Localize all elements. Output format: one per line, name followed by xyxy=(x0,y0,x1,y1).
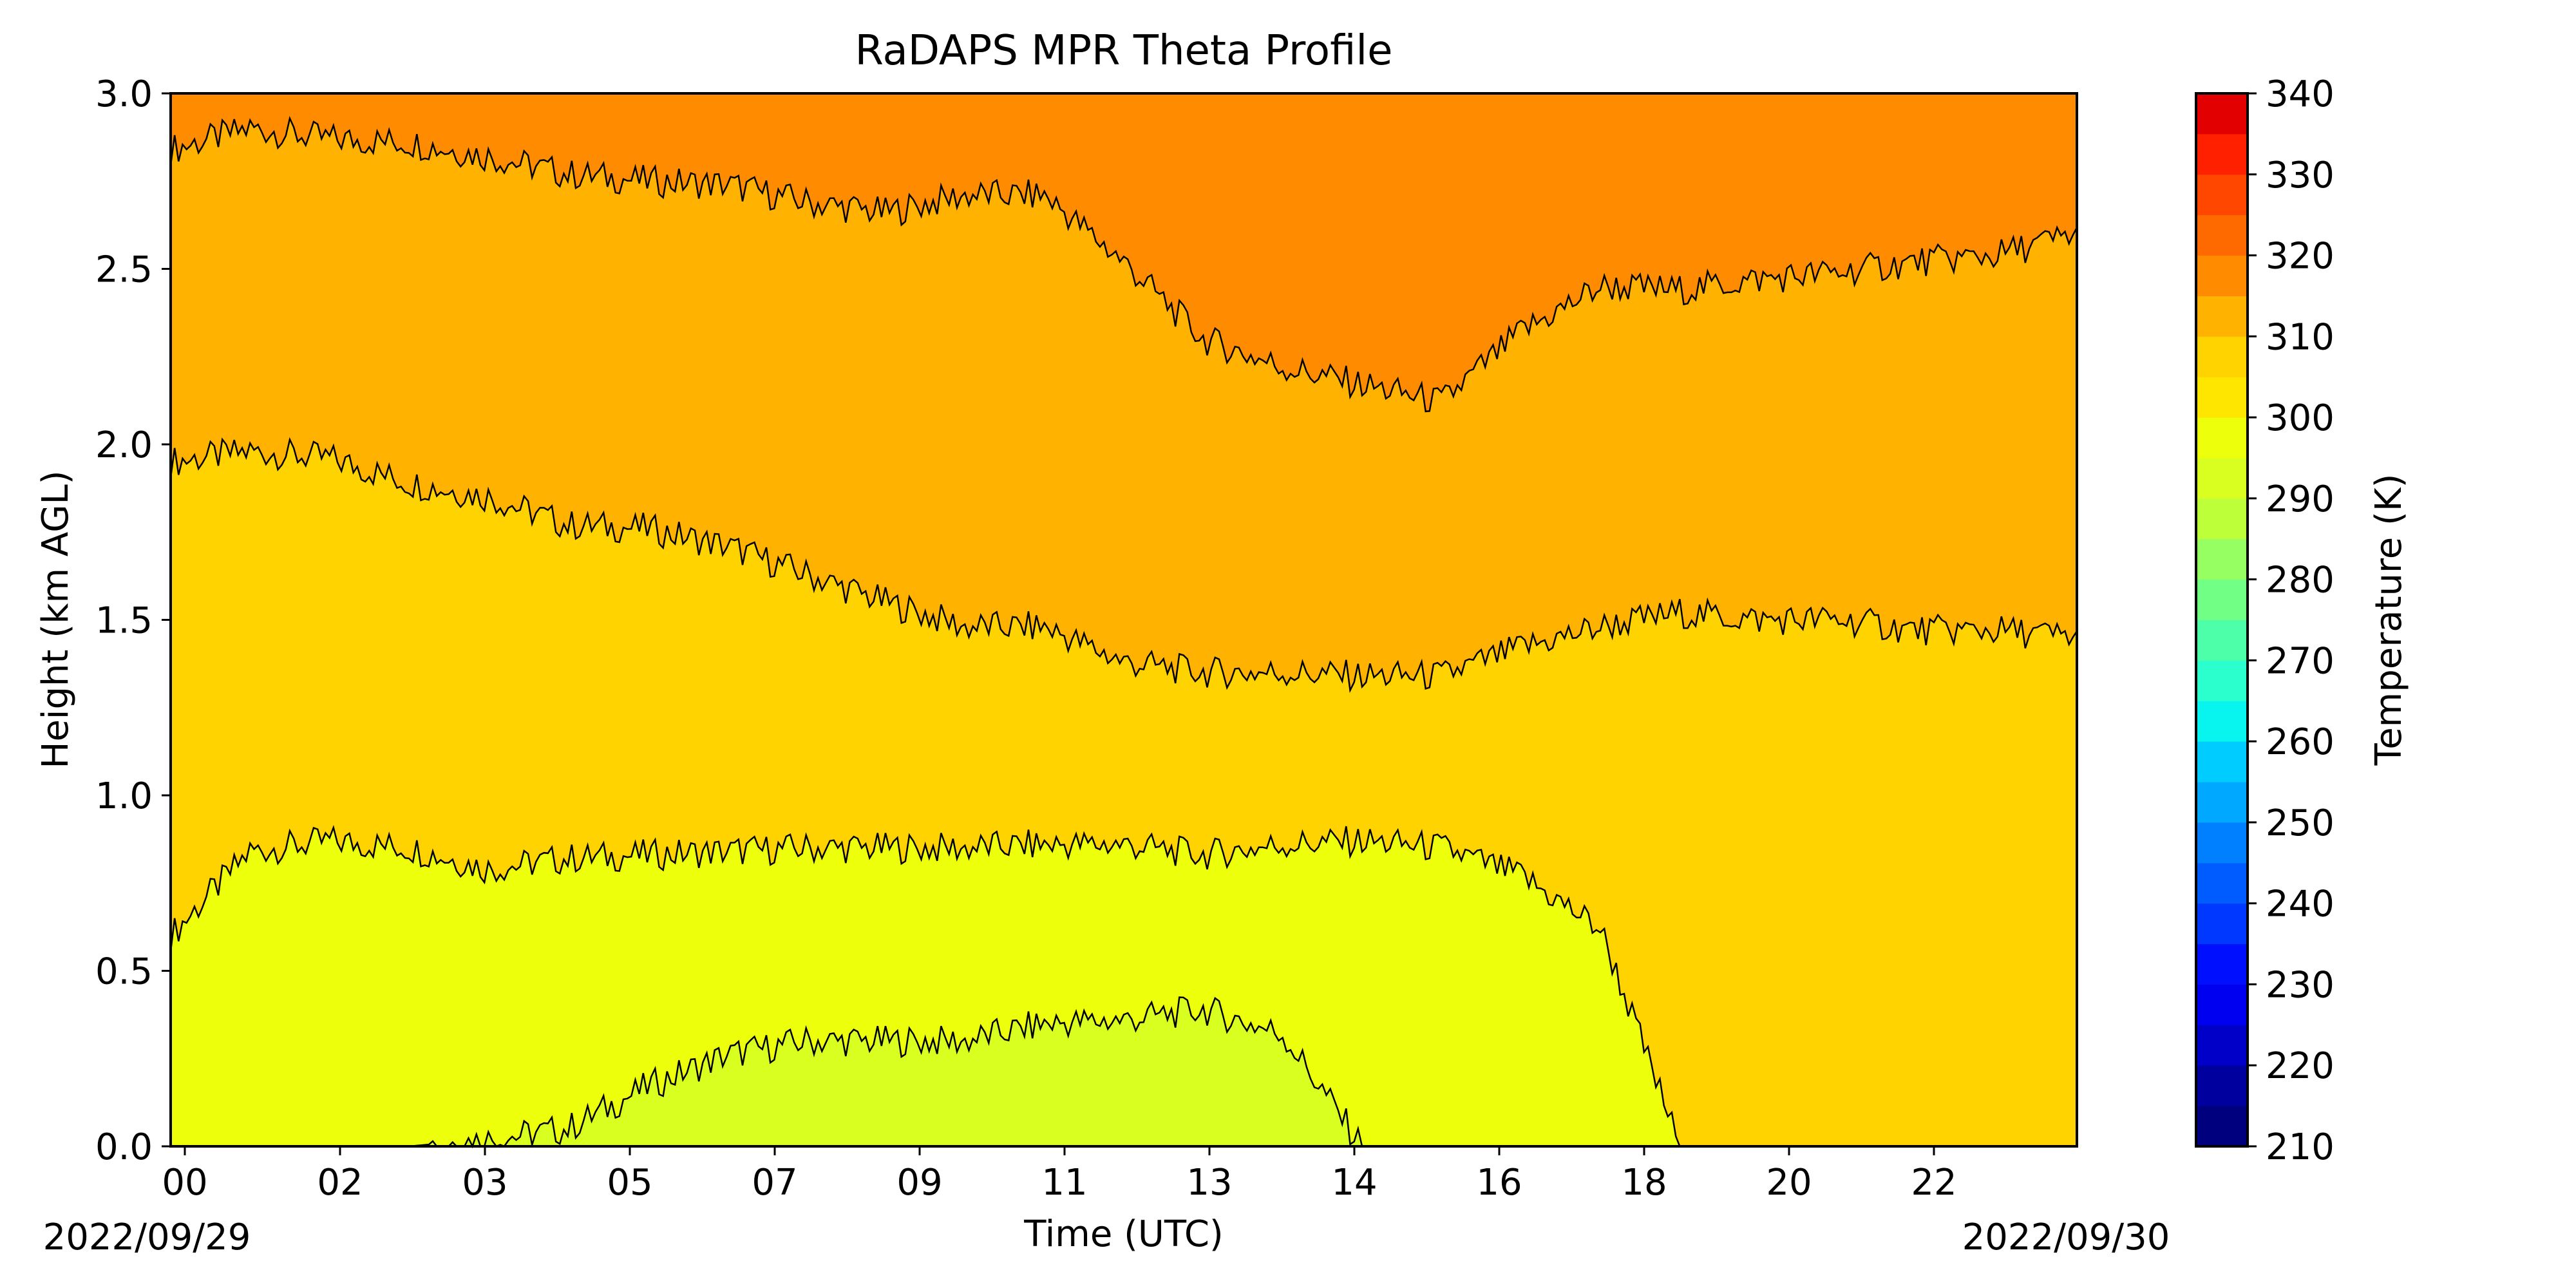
colorbar-tick-label: 280 xyxy=(2266,560,2334,601)
contour-line-300 xyxy=(169,437,2078,694)
colorbar-tick-label: 320 xyxy=(2266,236,2334,278)
x-tick-label: 02 xyxy=(317,1162,363,1204)
y-tick-label: 1.0 xyxy=(95,775,153,817)
colorbar-tick-label: 240 xyxy=(2266,884,2334,925)
y-tick-label: 0.0 xyxy=(95,1126,153,1168)
colorbar-swatch xyxy=(2196,903,2248,945)
y-tick-label: 3.0 xyxy=(95,73,153,115)
colorbar-tick-label: 260 xyxy=(2266,721,2334,763)
x-axis: 00 02 03 05 07 09 11 13 14 16 18 20 22 xyxy=(162,1146,1957,1204)
x-tick-label: 09 xyxy=(896,1162,942,1204)
colorbar-swatch xyxy=(2196,1106,2248,1147)
chart-title: RaDAPS MPR Theta Profile xyxy=(855,27,1392,75)
colorbar-swatch xyxy=(2196,741,2248,782)
x-tick-label: 03 xyxy=(462,1162,507,1204)
colorbar-swatch xyxy=(2196,984,2248,1025)
colorbar-swatch xyxy=(2196,701,2248,742)
y-tick-label: 0.5 xyxy=(95,951,153,993)
colorbar-swatch xyxy=(2196,1025,2248,1066)
colorbar-swatch xyxy=(2196,943,2248,985)
plot-area xyxy=(169,92,2078,1149)
colorbar-tick-label: 330 xyxy=(2266,155,2334,196)
colorbar-tick-label: 220 xyxy=(2266,1045,2334,1087)
colorbar-swatches xyxy=(2196,93,2248,1147)
colorbar-tick-label: 340 xyxy=(2266,73,2334,115)
colorbar-swatch xyxy=(2196,822,2248,864)
colorbar-tick-label: 290 xyxy=(2266,478,2334,520)
colorbar-swatch xyxy=(2196,133,2248,175)
colorbar-ticks: 210 220 230 240 250 260 270 280 290 300 310 320 330 3… xyxy=(2248,73,2334,1168)
colorbar-swatch xyxy=(2196,579,2248,620)
y-tick-label: 1.5 xyxy=(95,600,153,642)
colorbar-swatch xyxy=(2196,417,2248,459)
colorbar-swatch xyxy=(2196,93,2248,135)
colorbar-swatch xyxy=(2196,660,2248,701)
colorbar-swatch xyxy=(2196,296,2248,337)
colorbar-swatch xyxy=(2196,538,2248,580)
x-tick-label: 18 xyxy=(1621,1162,1667,1204)
colorbar-tick-label: 250 xyxy=(2266,802,2334,844)
x-tick-label: 14 xyxy=(1331,1162,1377,1204)
x-tick-label: 00 xyxy=(162,1162,207,1204)
x-tick-label: 16 xyxy=(1476,1162,1522,1204)
colorbar-swatch xyxy=(2196,498,2248,540)
x-tick-label: 22 xyxy=(1911,1162,1956,1204)
colorbar-swatch xyxy=(2196,214,2248,256)
date-end-label: 2022/09/30 xyxy=(1962,1217,2170,1258)
contour-band-295-300 xyxy=(171,439,2077,1146)
x-tick-label: 07 xyxy=(752,1162,797,1204)
contour-band-305-310 xyxy=(171,93,2077,412)
date-start-label: 2022/09/29 xyxy=(43,1217,251,1258)
contour-line-305 xyxy=(169,116,2078,413)
colorbar-swatch xyxy=(2196,457,2248,499)
colorbar-frame xyxy=(2195,92,2249,1148)
colorbar-swatch xyxy=(2196,862,2248,904)
colorbar-swatch xyxy=(2196,336,2248,377)
x-tick-label: 11 xyxy=(1041,1162,1087,1204)
x-tick-label: 05 xyxy=(607,1162,652,1204)
contour-band-285-290 xyxy=(171,997,2077,1146)
y-axis: 0.0 0.5 1.0 1.5 2.0 2.5 3.0 xyxy=(95,73,171,1168)
contour-band-290-295 xyxy=(171,826,2077,1146)
y-axis-label: Height (km AGL) xyxy=(35,470,77,768)
colorbar: 210 220 230 240 250 260 270 280 290 300 310 320 330 3… xyxy=(2195,73,2410,1168)
colorbar-swatch xyxy=(2196,1065,2248,1106)
colorbar-tick-label: 210 xyxy=(2266,1126,2334,1168)
colorbar-swatch xyxy=(2196,782,2248,823)
y-tick-label: 2.0 xyxy=(95,424,153,466)
colorbar-tick-label: 300 xyxy=(2266,397,2334,439)
x-tick-label: 13 xyxy=(1186,1162,1232,1204)
colorbar-swatch xyxy=(2196,174,2248,216)
colorbar-swatch xyxy=(2196,255,2248,296)
colorbar-tick-label: 230 xyxy=(2266,964,2334,1006)
x-tick-label: 20 xyxy=(1766,1162,1812,1204)
colorbar-swatch xyxy=(2196,377,2248,418)
colorbar-label: Temperature (K) xyxy=(2368,474,2410,766)
colorbar-tick-label: 310 xyxy=(2266,316,2334,358)
y-tick-label: 2.5 xyxy=(95,249,153,291)
colorbar-swatch xyxy=(2196,620,2248,661)
x-axis-label: Time (UTC) xyxy=(1023,1213,1224,1255)
colorbar-tick-label: 270 xyxy=(2266,640,2334,682)
contour-band-300-305 xyxy=(171,118,2077,690)
